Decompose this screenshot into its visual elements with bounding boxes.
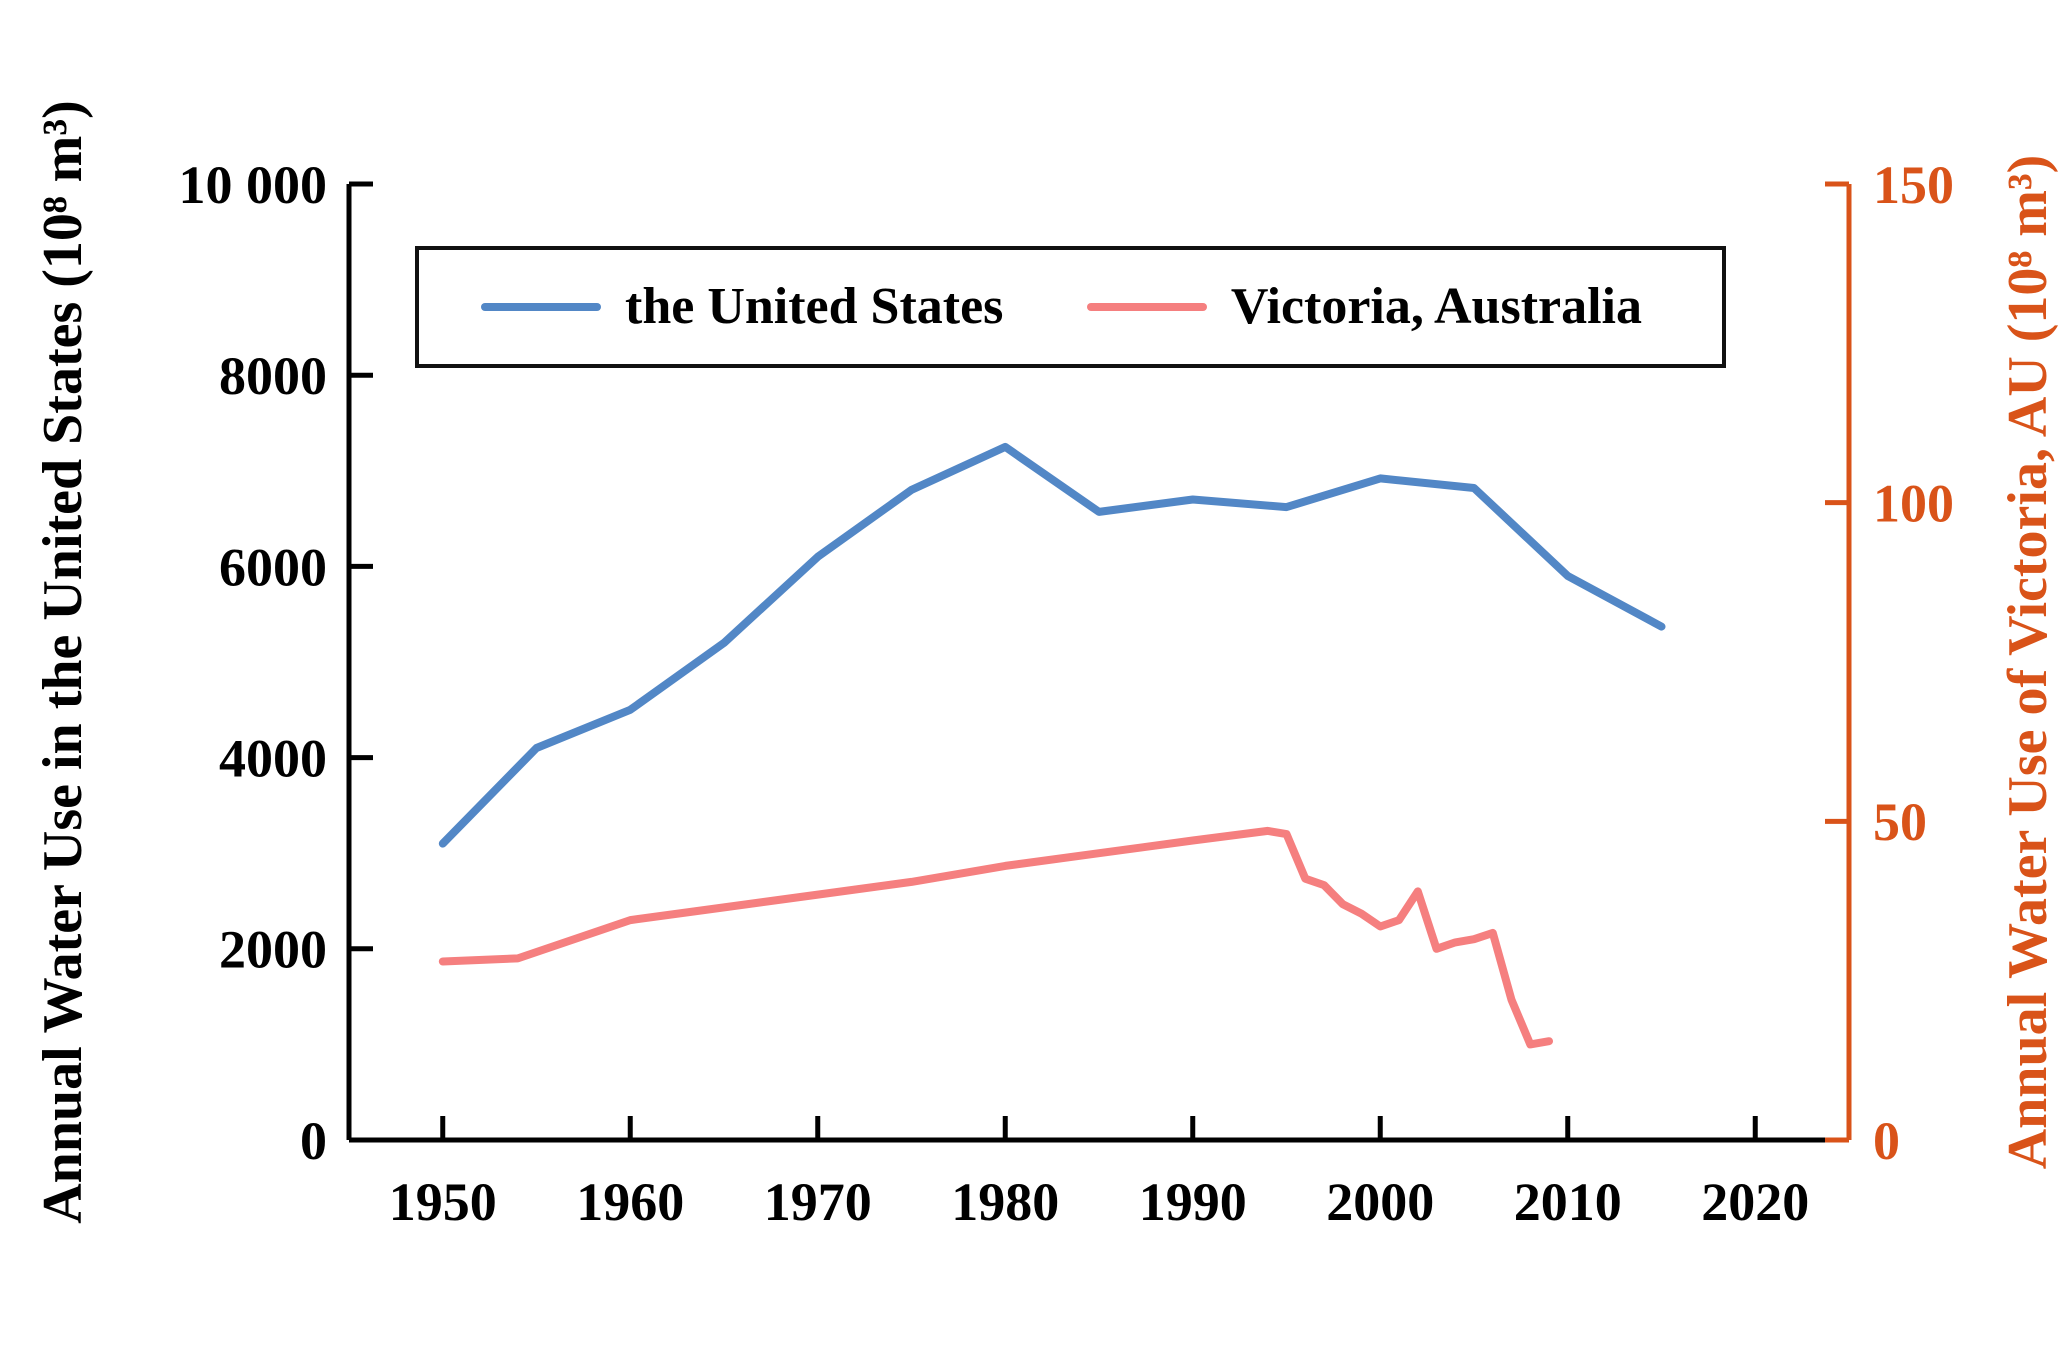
bottom-tick-label: 1980 [951, 1172, 1059, 1232]
right-tick-label: 100 [1873, 474, 1954, 534]
bottom-tick-label: 1950 [389, 1172, 497, 1232]
victoria-line-sample-icon [1086, 303, 1207, 311]
legend-label-victoria: Victoria, Australia [1230, 278, 1642, 335]
right-tick-label: 0 [1873, 1111, 1900, 1171]
left-tick-label: 2000 [219, 920, 327, 980]
left-tick-label: 6000 [219, 537, 327, 597]
right-tick-label: 150 [1873, 155, 1954, 215]
bottom-tick-label: 1970 [764, 1172, 872, 1232]
legend-label-united-states: the United States [625, 278, 1004, 335]
right-tick-label: 50 [1873, 792, 1927, 852]
left-tick-label: 10 000 [179, 155, 328, 215]
series-line-victoria [438, 826, 1553, 1049]
right-axis-title: Annual Water Use of Victoria, AU (10⁸ m³… [1997, 154, 2059, 1170]
left-tick-label: 0 [300, 1111, 327, 1171]
bottom-tick-label: 2010 [1514, 1172, 1622, 1232]
series-line-united-states [438, 442, 1666, 848]
bottom-tick-label: 1960 [576, 1172, 684, 1232]
left-tick-label: 4000 [219, 729, 327, 789]
united-states-line-sample-icon [481, 303, 601, 311]
bottom-tick-label: 1990 [1139, 1172, 1247, 1232]
bottom-tick-label: 2020 [1701, 1172, 1809, 1232]
legend-item-victoria: Victoria, Australia [1086, 278, 1642, 335]
bottom-tick-label: 2000 [1326, 1172, 1434, 1232]
legend-box: the United States Victoria, Australia [415, 246, 1726, 368]
left-tick-label: 8000 [219, 346, 327, 406]
legend-item-united-states: the United States [481, 281, 1003, 333]
left-axis-title: Annual Water Use in the United States (1… [32, 100, 94, 1224]
